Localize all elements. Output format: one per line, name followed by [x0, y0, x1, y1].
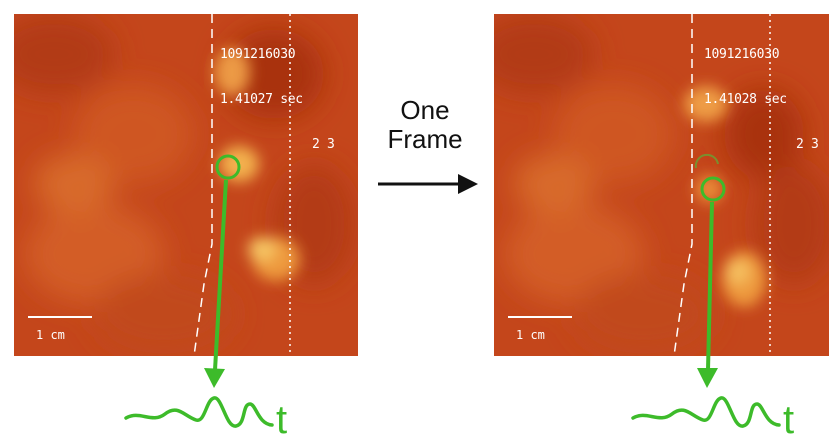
left-overlay-lines: [193, 14, 291, 356]
right-overlay-lines: [673, 14, 771, 356]
right-scale-bar: [508, 316, 572, 318]
left-readout-id: 1091216030: [220, 47, 296, 62]
left-readout-time: 1.41027 sec: [220, 92, 303, 107]
right-frame-image: 1091216030 1.41028 sec 2 3 1 cm: [494, 14, 829, 356]
right-trace-wave: [631, 396, 781, 428]
right-scale-label: 1 cm: [516, 328, 545, 342]
transition-label: One Frame: [370, 96, 480, 154]
right-trace-label: t: [783, 398, 795, 442]
right-readout: 1091216030 1.41028 sec 2 3: [704, 17, 819, 182]
frame-arrow: [378, 174, 478, 194]
right-readout-id: 1091216030: [704, 47, 780, 62]
left-readout-index: 2 3: [312, 137, 335, 152]
left-frame-image: 1091216030 1.41027 sec 2 3 1 cm: [14, 14, 358, 356]
left-trace-label: t: [276, 398, 288, 442]
right-readout-time: 1.41028 sec: [704, 92, 787, 107]
left-trace-wave: [124, 396, 274, 428]
right-readout-index: 2 3: [796, 137, 819, 152]
left-heatmap: [14, 14, 358, 356]
transition-label-line2: Frame: [387, 124, 463, 154]
left-readout: 1091216030 1.41027 sec 2 3: [220, 17, 335, 182]
right-heatmap: [494, 14, 829, 356]
transition-label-line1: One: [400, 95, 450, 125]
left-scale-bar: [28, 316, 92, 318]
left-scale-label: 1 cm: [36, 328, 65, 342]
